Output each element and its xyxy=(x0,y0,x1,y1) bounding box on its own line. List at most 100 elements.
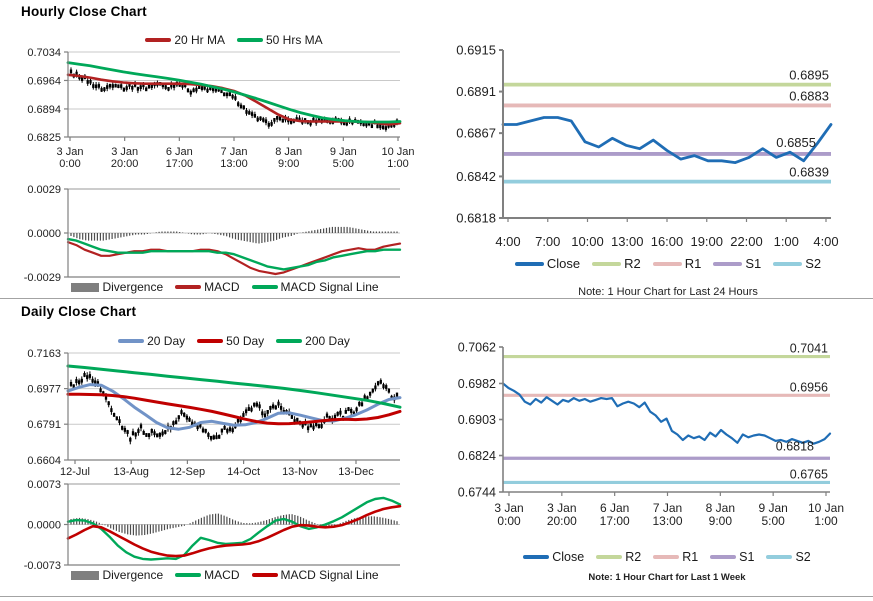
svg-text:1:00: 1:00 xyxy=(814,514,838,528)
svg-text:0.6824: 0.6824 xyxy=(458,449,496,463)
svg-text:9:00: 9:00 xyxy=(278,158,299,170)
svg-text:5:00: 5:00 xyxy=(333,158,354,170)
svg-text:0.6977: 0.6977 xyxy=(27,383,61,395)
svg-text:20:00: 20:00 xyxy=(111,158,139,170)
svg-text:0.6842: 0.6842 xyxy=(456,169,496,184)
svg-text:3 Jan: 3 Jan xyxy=(494,501,523,515)
svg-text:13:00: 13:00 xyxy=(220,158,248,170)
legend-label: S1 xyxy=(745,256,762,271)
legend-label: MACD Signal Line xyxy=(280,568,379,582)
svg-text:20:00: 20:00 xyxy=(547,514,577,528)
legend-swatch-icon xyxy=(653,555,680,559)
legend-label: MACD xyxy=(204,280,240,294)
legend-swatch-icon xyxy=(71,570,100,580)
legend-label: S2 xyxy=(795,550,811,564)
legend-swatch-icon xyxy=(118,339,145,343)
svg-text:10:00: 10:00 xyxy=(571,234,604,249)
hourly-pivot-chart: 0.6915 0.6891 0.6867 0.6842 0.6818 4:00 7:00 10… xyxy=(456,43,838,249)
svg-text:4:00: 4:00 xyxy=(813,234,838,249)
svg-text:7:00: 7:00 xyxy=(535,234,560,249)
legend-item: MACD xyxy=(175,280,240,294)
legend-item: MACD Signal Line xyxy=(251,280,379,294)
svg-text:13-Nov: 13-Nov xyxy=(282,466,318,478)
svg-text:0.7041: 0.7041 xyxy=(790,342,828,356)
legend-item: 50 Day xyxy=(197,334,264,348)
legend-item: MACD xyxy=(175,568,240,582)
legend-swatch-icon xyxy=(71,282,100,292)
legend-swatch-icon xyxy=(197,339,224,343)
svg-text:8 Jan: 8 Jan xyxy=(275,146,302,158)
svg-text:0.6894: 0.6894 xyxy=(27,104,61,116)
svg-text:9:00: 9:00 xyxy=(709,514,733,528)
hourly-ma-legend: 20 Hr MA 50 Hrs MA xyxy=(68,33,400,47)
legend-swatch-icon xyxy=(596,555,623,559)
daily-chart-title: Daily Close Chart xyxy=(21,304,137,319)
legend-label: 20 Day xyxy=(147,334,186,348)
daily-pivot-note: Note: 1 Hour Chart for Last 1 Week xyxy=(588,572,746,583)
svg-text:0.0000: 0.0000 xyxy=(27,519,61,531)
legend-swatch-icon xyxy=(251,285,278,289)
daily-macd-legend: Divergence MACD MACD Signal Line xyxy=(50,568,400,582)
svg-text:1:00: 1:00 xyxy=(387,158,408,170)
svg-text:0.6791: 0.6791 xyxy=(27,419,61,431)
legend-swatch-icon xyxy=(652,261,682,266)
hourly-pivot-note: Note: 1 Hour Chart for Last 24 Hours xyxy=(578,286,758,298)
svg-text:8 Jan: 8 Jan xyxy=(706,501,735,515)
legend-item: Close xyxy=(514,256,581,271)
hourly-pivot-legend: Close R2 R1 S1 S2 xyxy=(503,256,833,271)
hourly-macd-legend: Divergence MACD MACD Signal Line xyxy=(50,280,400,294)
legend-item: 50 Hrs MA xyxy=(237,33,323,47)
svg-text:13:00: 13:00 xyxy=(652,514,682,528)
svg-text:1:00: 1:00 xyxy=(774,234,799,249)
svg-text:13:00: 13:00 xyxy=(611,234,644,249)
svg-text:0.6825: 0.6825 xyxy=(27,132,61,144)
legend-label: R1 xyxy=(682,550,699,564)
svg-text:0.6818: 0.6818 xyxy=(456,211,496,226)
svg-text:7 Jan: 7 Jan xyxy=(221,146,248,158)
legend-label: S2 xyxy=(805,256,822,271)
svg-text:4:00: 4:00 xyxy=(495,234,520,249)
svg-text:5:00: 5:00 xyxy=(761,514,785,528)
svg-text:13-Dec: 13-Dec xyxy=(338,466,374,478)
svg-text:7 Jan: 7 Jan xyxy=(653,501,682,515)
legend-item: 20 Hr MA xyxy=(145,33,225,47)
legend-label: 200 Day xyxy=(305,334,350,348)
svg-text:0.6744: 0.6744 xyxy=(458,485,496,499)
svg-text:12-Sep: 12-Sep xyxy=(170,466,205,478)
daily-pivot-legend: Close R2 R1 S1 S2 xyxy=(503,550,831,564)
legend-swatch-icon xyxy=(145,38,172,42)
legend-label: 20 Hr MA xyxy=(174,33,225,47)
legend-swatch-icon xyxy=(251,573,278,577)
svg-text:0.0073: 0.0073 xyxy=(27,479,61,491)
svg-text:16:00: 16:00 xyxy=(651,234,684,249)
legend-label: Close xyxy=(552,550,585,564)
svg-text:0.6604: 0.6604 xyxy=(27,455,61,467)
svg-text:0:00: 0:00 xyxy=(59,158,80,170)
legend-label: R1 xyxy=(684,256,702,271)
legend-swatch-icon xyxy=(713,261,743,266)
svg-text:0.7163: 0.7163 xyxy=(27,348,61,360)
svg-text:6 Jan: 6 Jan xyxy=(600,501,629,515)
svg-text:9 Jan: 9 Jan xyxy=(330,146,357,158)
legend-label: R2 xyxy=(625,550,642,564)
svg-text:0.6883: 0.6883 xyxy=(789,88,829,103)
legend-item: S2 xyxy=(766,550,811,564)
svg-text:22:00: 22:00 xyxy=(730,234,763,249)
legend-swatch-icon xyxy=(175,285,202,289)
svg-text:0.6891: 0.6891 xyxy=(456,84,496,99)
svg-text:0.6867: 0.6867 xyxy=(456,126,496,141)
svg-text:0.6982: 0.6982 xyxy=(458,377,496,391)
legend-label: Close xyxy=(546,256,581,271)
page-bottom-divider xyxy=(0,596,873,597)
svg-text:10 Jan: 10 Jan xyxy=(808,501,844,515)
legend-label: MACD xyxy=(204,568,240,582)
svg-text:14-Oct: 14-Oct xyxy=(227,466,260,478)
daily-ma-legend: 20 Day 50 Day 200 Day xyxy=(68,334,400,348)
legend-item: S2 xyxy=(773,256,821,271)
legend-label: 50 Hrs MA xyxy=(266,33,323,47)
legend-item: Divergence xyxy=(71,568,163,582)
svg-text:9 Jan: 9 Jan xyxy=(758,501,787,515)
svg-text:0.6839: 0.6839 xyxy=(789,165,829,180)
